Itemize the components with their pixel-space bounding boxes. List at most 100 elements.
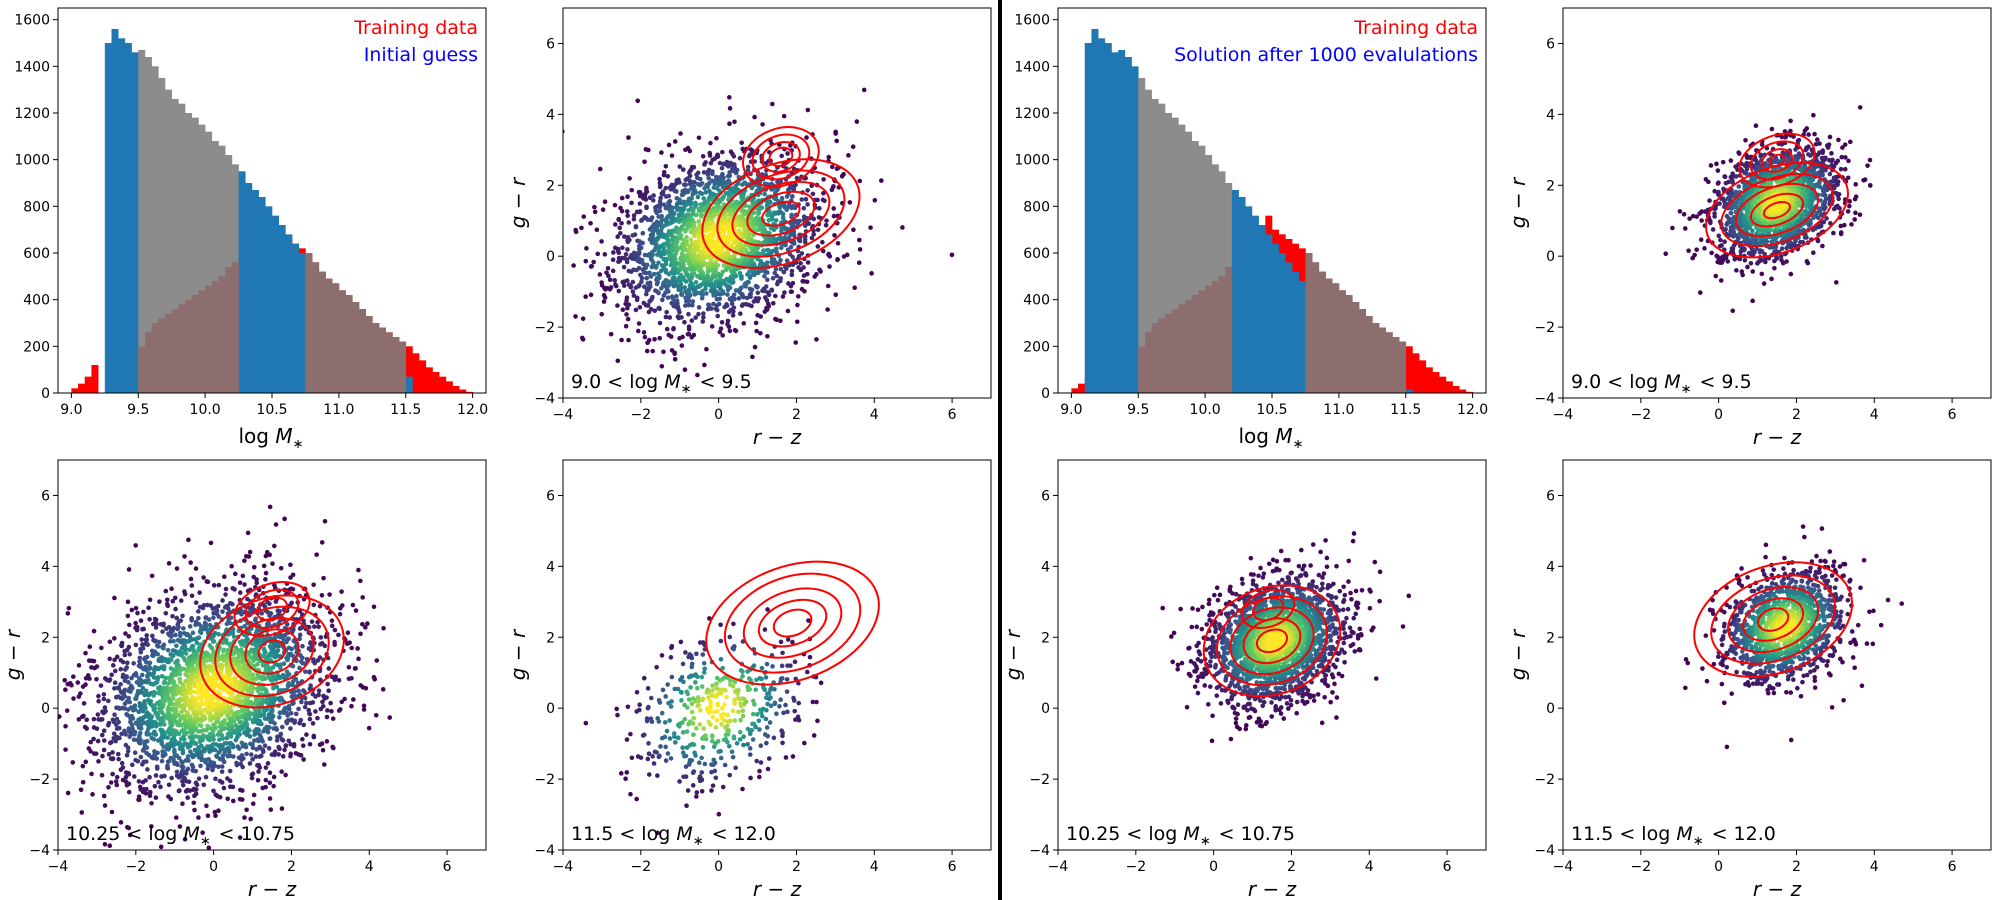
overlap-bar — [165, 313, 172, 393]
scatter-point — [697, 182, 703, 188]
scatter-point — [857, 247, 863, 252]
scatter-point — [729, 295, 735, 301]
scatter-point — [110, 771, 115, 777]
scatter-point — [748, 245, 753, 250]
scatter-point — [255, 721, 261, 726]
scatter-point — [198, 723, 204, 729]
scatter-point — [749, 287, 755, 293]
scatter-point — [719, 224, 725, 230]
scatter-point — [320, 703, 326, 709]
model-bar — [138, 50, 146, 393]
scatter-point — [267, 601, 272, 607]
scatter-point — [192, 747, 198, 753]
scatter-point — [163, 675, 169, 681]
scatter-point — [230, 690, 235, 696]
scatter-point — [798, 260, 803, 266]
scatter-point — [138, 618, 144, 623]
scatter-point — [226, 713, 231, 719]
scatter-point — [745, 279, 751, 285]
scatter-point — [261, 602, 266, 607]
scatter-point — [244, 667, 249, 673]
scatter-point — [314, 552, 319, 557]
scatter-point — [254, 580, 260, 586]
scatter-point — [256, 696, 261, 701]
scatter-point — [137, 797, 142, 803]
scatter-point — [251, 564, 257, 570]
scatter-point — [186, 717, 192, 722]
scatter-point — [284, 622, 290, 627]
scatter-point — [659, 224, 665, 230]
scatter-point — [262, 743, 268, 749]
scatter-point — [201, 650, 206, 656]
overlap-bar — [185, 299, 193, 393]
scatter-point — [617, 225, 622, 231]
scatter-point — [752, 344, 758, 350]
scatter-point — [216, 764, 221, 770]
scatter-point — [772, 210, 777, 216]
scatter-point — [147, 774, 152, 780]
scatter-point — [137, 659, 142, 664]
training-bar — [405, 346, 413, 393]
scatter-point — [140, 708, 146, 714]
scatter-point — [731, 168, 736, 174]
scatter-point — [718, 282, 723, 288]
scatter-point — [719, 228, 724, 234]
scatter-point — [727, 106, 733, 111]
scatter-point — [731, 154, 737, 159]
scatter-point — [695, 194, 701, 200]
scatter-point — [304, 656, 310, 662]
scatter-point — [164, 601, 170, 607]
scatter-point — [53, 734, 58, 739]
overlap-bar — [171, 309, 179, 393]
scatter-point — [144, 710, 150, 715]
scatter-point — [282, 516, 287, 522]
scatter-point — [615, 358, 621, 364]
scatter-point — [196, 729, 201, 734]
scatter-point — [625, 194, 630, 200]
scatter-point — [286, 645, 292, 651]
scatter-point — [107, 656, 113, 662]
scatter-point — [687, 291, 692, 296]
overlap-bar — [151, 323, 159, 393]
scatter-point — [831, 213, 837, 219]
scatter-point — [756, 227, 761, 233]
scatter-point — [751, 219, 757, 224]
scatter-point — [172, 749, 177, 755]
scatter-point — [144, 738, 150, 744]
scatter-point — [211, 583, 217, 588]
model-bar — [171, 99, 179, 393]
scatter-point — [793, 182, 798, 188]
contour-line — [760, 141, 801, 173]
histogram-panel: 9.0 9.5 10.0 10.5 11.0 11.5 12.002004006008001… — [14, 7, 488, 452]
scatter-point — [153, 625, 159, 630]
scatter-point — [233, 682, 239, 688]
scatter-point — [123, 742, 129, 748]
scatter-point — [143, 641, 149, 647]
scatter-point — [616, 250, 622, 255]
scatter-point — [658, 243, 664, 249]
scatter-point — [252, 738, 257, 743]
scatter-point — [261, 749, 266, 755]
scatter-point — [727, 212, 732, 217]
scatter-point — [237, 835, 243, 840]
scatter-point — [123, 732, 128, 737]
scatter-point — [131, 661, 136, 666]
scatter-point — [161, 621, 166, 627]
scatter-point — [731, 165, 737, 171]
scatter-point — [169, 706, 174, 712]
scatter-point — [259, 611, 265, 616]
scatter-point — [99, 645, 104, 651]
scatter-point — [293, 711, 299, 717]
scatter-point — [789, 268, 795, 274]
scatter-point — [133, 605, 139, 611]
scatter-point — [766, 217, 772, 223]
scatter-point — [682, 319, 687, 325]
scatter-point — [669, 300, 674, 306]
scatter-point — [98, 683, 104, 688]
scatter-point — [815, 197, 820, 203]
scatter-point — [268, 807, 274, 812]
scatter-point — [646, 309, 652, 315]
y-tick-label: 400 — [23, 293, 50, 309]
scatter-point — [628, 283, 633, 289]
scatter-point — [179, 768, 185, 774]
